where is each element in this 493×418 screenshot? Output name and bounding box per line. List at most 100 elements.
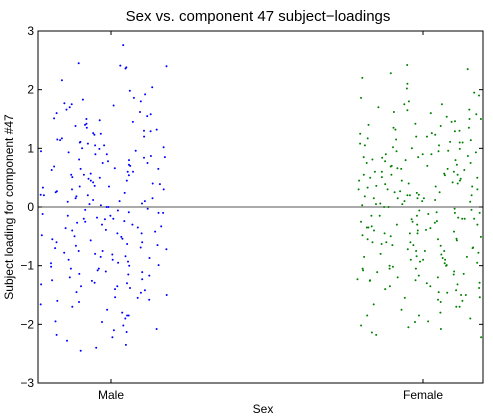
data-point-male <box>112 329 115 332</box>
data-point-female <box>416 197 419 200</box>
data-point-male <box>126 314 129 317</box>
data-point-male <box>151 182 154 185</box>
data-point-female <box>455 305 458 308</box>
data-point-male <box>87 177 90 180</box>
data-point-female <box>434 199 437 201</box>
data-point-female <box>359 132 362 135</box>
data-point-male <box>128 89 131 92</box>
data-point-female <box>408 232 411 235</box>
data-point-male <box>92 199 95 201</box>
data-point-male <box>116 232 119 235</box>
data-point-female <box>383 232 386 235</box>
data-point-male <box>51 238 54 241</box>
data-point-male <box>111 336 114 339</box>
data-point-female <box>393 191 396 194</box>
data-point-male <box>136 296 139 299</box>
data-point-male <box>94 252 97 255</box>
data-point-male <box>93 281 96 284</box>
data-point-male <box>50 265 53 268</box>
data-point-female <box>403 200 406 203</box>
data-point-female <box>386 188 389 191</box>
data-point-male <box>95 346 98 349</box>
data-point-female <box>392 146 394 149</box>
data-point-female <box>361 204 364 207</box>
data-point-male <box>96 216 98 219</box>
data-point-female <box>451 181 454 184</box>
data-point-female <box>365 226 368 229</box>
data-point-female <box>471 247 474 250</box>
data-point-male <box>89 179 92 182</box>
data-point-male <box>84 123 86 126</box>
data-point-female <box>383 206 386 208</box>
data-point-female <box>443 250 446 252</box>
data-point-female <box>360 96 362 99</box>
data-point-male <box>55 333 58 336</box>
data-point-female <box>375 203 377 206</box>
data-point-female <box>425 282 428 285</box>
data-point-male <box>141 271 144 274</box>
data-point-female <box>406 248 409 251</box>
data-point-male <box>108 185 110 188</box>
data-point-male <box>127 273 130 276</box>
data-point-female <box>452 170 455 173</box>
data-point-male <box>42 194 45 197</box>
data-point-female <box>453 270 456 273</box>
data-point-male <box>144 93 147 96</box>
data-point-female <box>437 238 439 241</box>
data-point-male <box>88 203 91 206</box>
data-point-female <box>366 238 369 241</box>
data-point-female <box>456 182 459 185</box>
plot-area: 3 2 1 0 −1 −2 −3 Male Female <box>20 24 484 402</box>
data-point-female <box>356 278 359 281</box>
data-point-female <box>427 213 430 215</box>
data-point-female <box>453 130 456 133</box>
data-point-male <box>104 270 107 273</box>
data-point-female <box>433 221 436 224</box>
data-point-female <box>429 227 432 230</box>
data-point-female <box>400 167 403 170</box>
data-point-male <box>154 230 157 233</box>
data-point-male <box>70 173 73 176</box>
data-point-male <box>139 246 142 249</box>
data-point-male <box>99 132 102 135</box>
data-point-female <box>388 267 391 270</box>
data-point-female <box>391 265 394 268</box>
data-point-female <box>406 109 409 112</box>
data-point-female <box>361 267 364 270</box>
data-point-male <box>55 112 58 115</box>
data-point-male <box>99 255 102 258</box>
data-point-male <box>155 128 158 131</box>
data-point-male <box>75 195 78 198</box>
data-point-male <box>81 98 84 101</box>
data-point-male <box>99 204 102 207</box>
data-point-male <box>71 305 74 308</box>
data-point-male <box>128 159 130 162</box>
data-point-female <box>391 244 394 247</box>
data-point-male <box>122 44 125 47</box>
data-point-male <box>78 272 81 275</box>
data-point-female <box>406 194 409 197</box>
data-point-female <box>416 229 419 232</box>
data-point-male <box>126 170 129 173</box>
data-point-male <box>157 167 160 170</box>
data-point-female <box>362 269 365 272</box>
data-point-male <box>103 144 106 147</box>
data-point-female <box>415 135 418 138</box>
data-point-male <box>105 206 108 208</box>
data-point-male <box>151 86 154 89</box>
data-point-male <box>77 250 80 252</box>
data-point-female <box>409 258 412 261</box>
data-point-female <box>366 137 369 140</box>
data-point-female <box>370 331 373 334</box>
data-point-male <box>165 294 168 296</box>
data-point-female <box>389 235 392 238</box>
data-point-male <box>78 185 81 188</box>
data-point-female <box>463 169 466 171</box>
data-point-female <box>378 214 381 217</box>
points-layer <box>39 44 483 352</box>
data-point-female <box>357 188 360 191</box>
data-point-female <box>480 336 483 339</box>
data-point-female <box>363 195 366 198</box>
data-point-male <box>93 184 96 187</box>
data-point-male <box>98 147 101 150</box>
